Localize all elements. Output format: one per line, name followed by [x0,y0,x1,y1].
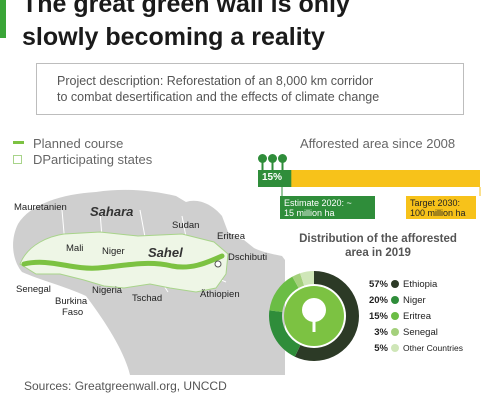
label-mali: Mali [66,243,84,254]
planned-course-line [21,253,225,271]
donut-legend-label: Senegal [403,327,438,338]
donut-legend-swatch [391,344,399,352]
legend-planned-course: Planned course [33,136,124,151]
label-tschad: Tschad [132,293,163,304]
label-athiopien: Äthiopien [200,289,240,300]
donut-legend-value: 15% [368,311,388,322]
planned-course-swatch [13,141,24,144]
donut-legend-value: 20% [368,295,388,306]
target-2030-box: Target 2030: 100 million ha [406,196,476,219]
participating-states-area [19,231,229,293]
donut-legend-swatch [391,280,399,288]
donut-legend-swatch [391,328,399,336]
donut-legend-value: 5% [374,343,388,354]
estimate-line-2: 15 million ha [284,208,335,218]
donut-legend-item: 57% Ethiopia [368,279,437,290]
donut-slice-other-countries [300,271,314,286]
dschibuti-marker [214,260,222,268]
title-line-2: slowly becoming a reality [22,23,325,51]
estimate-2020-box: Estimate 2020: ~ 15 million ha [280,196,375,219]
distribution-title-line-1: Distribution of the afforested [299,233,457,245]
tree-icon [278,154,287,170]
label-sudan: Sudan [172,220,200,231]
label-burkina: Burkina [55,296,88,307]
description-line-2: to combat desertification and the effect… [57,90,380,104]
donut-slice-niger [269,310,301,357]
tree-icon [258,154,267,170]
donut-legend-label: Other Countries [403,343,463,353]
progress-percent-label: 15% [262,172,283,183]
label-eritrea: Eritrea [217,231,245,242]
participating-states-swatch [13,155,22,164]
donut-legend-value: 3% [374,327,388,338]
distribution-title: Distribution of the afforested area in 2… [288,232,468,260]
donut-legend-label: Niger [403,295,426,306]
label-sahel: Sahel [148,245,183,260]
estimate-line-1: Estimate 2020: ~ [284,198,352,208]
title-accent-bar [0,0,6,38]
afforested-progress [258,154,481,196]
progress-fill [258,170,292,187]
donut-slice-eritrea [269,276,299,312]
label-faso: Faso [62,307,84,318]
description-line-1: Project description: Reforestation of an… [57,74,374,88]
donut-legend-label: Eritrea [403,311,431,322]
legend-participating-states: DParticipating states [33,152,153,167]
sources-note: Sources: Greatgreenwall.org, UNCCD [24,379,227,393]
label-dschibuti: Dschibuti [228,252,268,263]
donut-tree-icon [302,298,326,332]
label-niger: Niger [102,246,125,257]
tree-icon [268,154,277,170]
label-mauretanien: Mauretanien [14,202,67,213]
donut-legend-item: 15% Eritrea [368,311,431,322]
label-nigeria: Nigeria [92,285,123,296]
donut-legend-swatch [391,296,399,304]
distribution-donut-chart [269,271,359,361]
label-sahara: Sahara [90,204,134,219]
donut-legend-item: 3% Senegal [368,327,438,338]
distribution-title-line-2: area in 2019 [345,247,411,259]
donut-legend-value: 57% [368,279,388,290]
title-line-1: The great green wall is only [22,0,350,18]
progress-track [258,170,480,187]
tree-icon-group [258,154,287,170]
donut-slice-ethiopia [294,271,359,361]
africa-map [13,189,285,375]
project-description-box: Project description: Reforestation of an… [36,63,464,115]
afforested-area-title: Afforested area since 2008 [300,136,456,151]
donut-legend-item: 5% Other Countries [368,343,463,354]
donut-legend-item: 20% Niger [368,295,426,306]
label-senegal: Senegal [16,284,51,295]
target-line-1: Target 2030: [410,198,461,208]
target-line-2: 100 million ha [410,208,466,218]
donut-legend-label: Ethiopia [403,279,438,290]
donut-legend-swatch [391,312,399,320]
donut-slice-senegal [292,273,305,288]
